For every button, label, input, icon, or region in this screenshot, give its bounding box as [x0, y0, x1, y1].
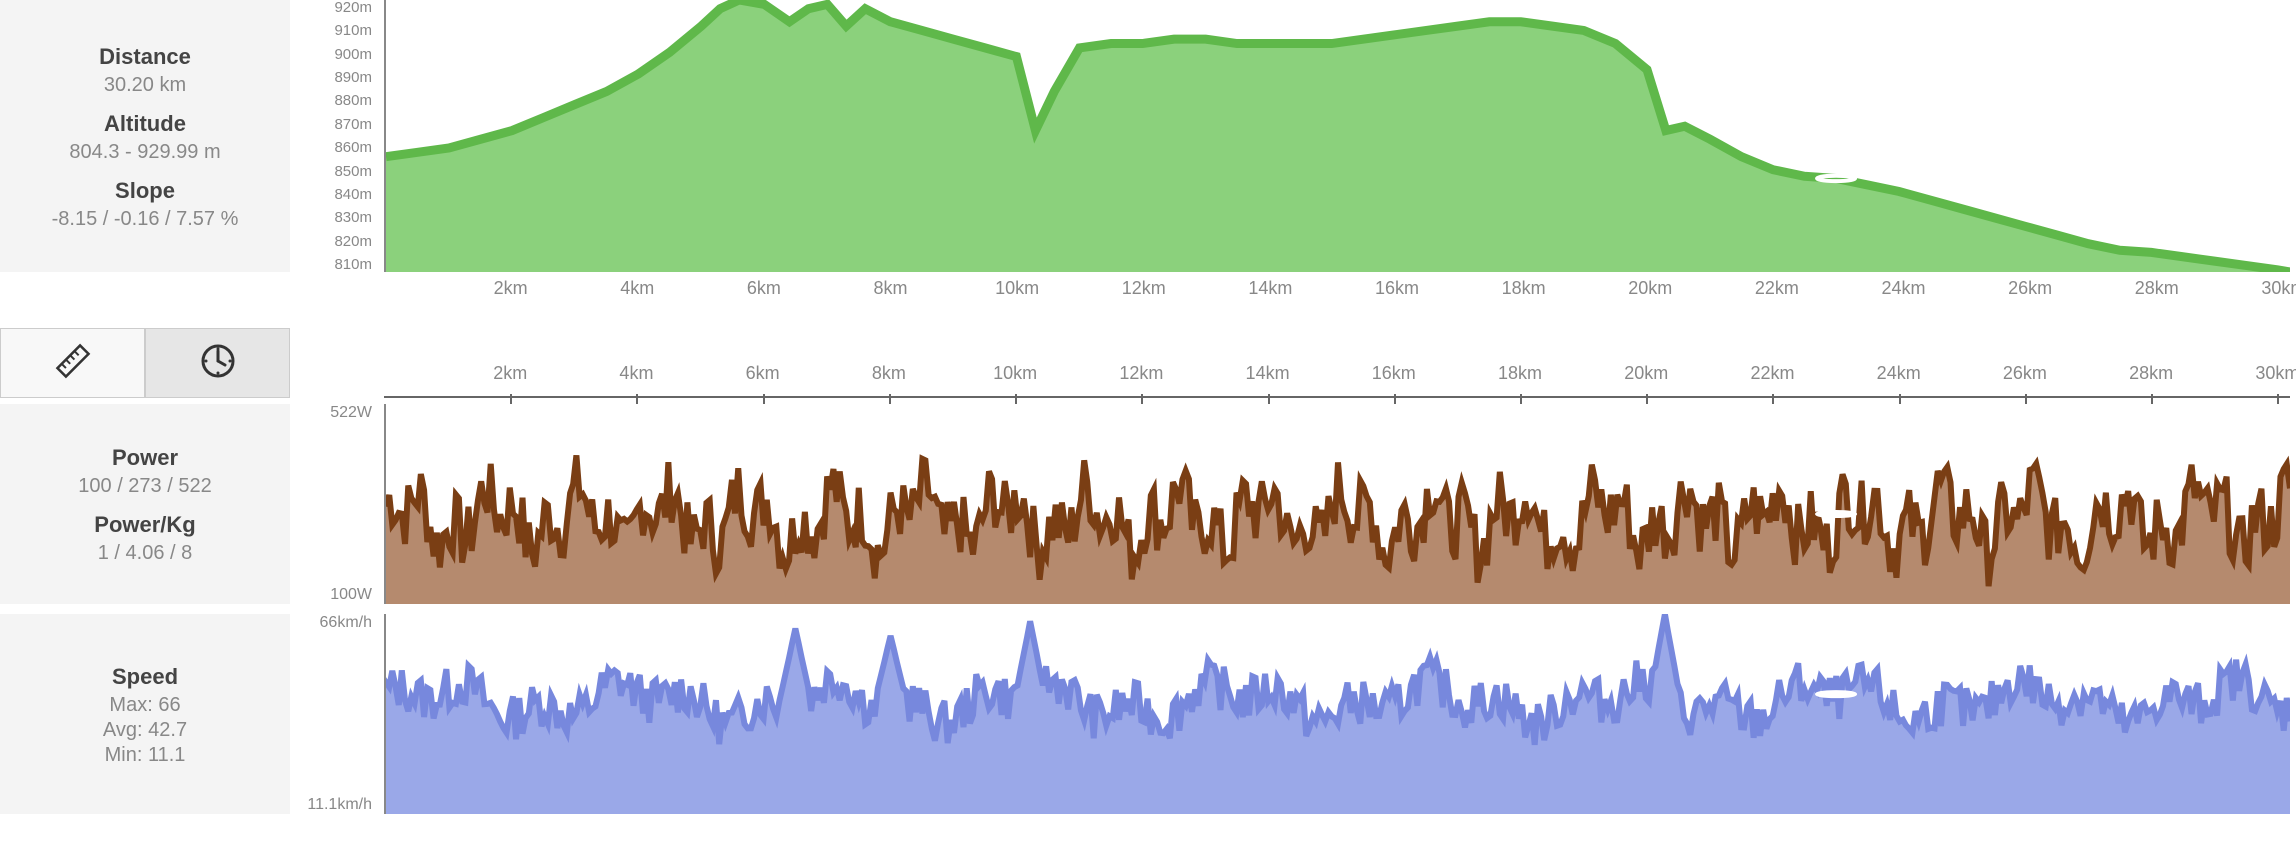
power-plot[interactable]	[384, 404, 2290, 604]
speed-label: Speed	[112, 664, 178, 690]
power-y-top: 522W	[300, 404, 378, 422]
clock-icon	[198, 341, 238, 386]
toolbar	[0, 328, 290, 398]
speed-y-bot: 11.1km/h	[300, 796, 378, 814]
powerkg-value: 1 / 4.06 / 8	[98, 542, 193, 565]
shared-x-axis: 2km4km6km8km10km12km14km16km18km20km22km…	[290, 328, 2296, 398]
speed-avg: Avg: 42.7	[103, 719, 187, 742]
altitude-label: Altitude	[104, 111, 186, 137]
speed-plot[interactable]	[384, 614, 2290, 814]
speed-max: Max: 66	[109, 694, 180, 717]
summary-sidebar: Distance 30.20 km Altitude 804.3 - 929.9…	[0, 0, 290, 272]
powerkg-label: Power/Kg	[94, 512, 195, 538]
toolbar-row: 2km4km6km8km10km12km14km16km18km20km22km…	[0, 328, 2296, 398]
slope-value: -8.15 / -0.16 / 7.57 %	[52, 208, 239, 231]
power-sidebar: Power 100 / 273 / 522 Power/Kg 1 / 4.06 …	[0, 404, 290, 604]
elevation-row: Distance 30.20 km Altitude 804.3 - 929.9…	[0, 0, 2296, 272]
distance-value: 30.20 km	[104, 74, 186, 97]
distance-label: Distance	[99, 44, 191, 70]
speed-sidebar: Speed Max: 66 Avg: 42.7 Min: 11.1	[0, 614, 290, 814]
elevation-x-axis: 2km4km6km8km10km12km14km16km18km20km22km…	[384, 272, 2296, 306]
power-y-bot: 100W	[300, 586, 378, 604]
elevation-plot[interactable]	[384, 0, 2290, 272]
elevation-y-axis: 920m910m900m890m880m870m860m850m840m830m…	[300, 0, 378, 272]
ruler-icon	[53, 341, 93, 386]
elevation-chart[interactable]: 920m910m900m890m880m870m860m850m840m830m…	[290, 0, 2296, 272]
power-value: 100 / 273 / 522	[78, 475, 211, 498]
speed-y-top: 66km/h	[300, 614, 378, 632]
power-chart[interactable]: 522W 100W	[290, 404, 2296, 604]
elevation-x-axis-row: 2km4km6km8km10km12km14km16km18km20km22km…	[0, 272, 2296, 306]
power-label: Power	[112, 445, 178, 471]
ruler-button[interactable]	[0, 328, 145, 398]
speed-row: Speed Max: 66 Avg: 42.7 Min: 11.1 66km/h…	[0, 614, 2296, 814]
clock-button[interactable]	[145, 328, 290, 398]
speed-chart[interactable]: 66km/h 11.1km/h	[290, 614, 2296, 814]
power-row: Power 100 / 273 / 522 Power/Kg 1 / 4.06 …	[0, 404, 2296, 604]
altitude-value: 804.3 - 929.99 m	[69, 141, 220, 164]
speed-min: Min: 11.1	[105, 744, 186, 767]
slope-label: Slope	[115, 178, 175, 204]
